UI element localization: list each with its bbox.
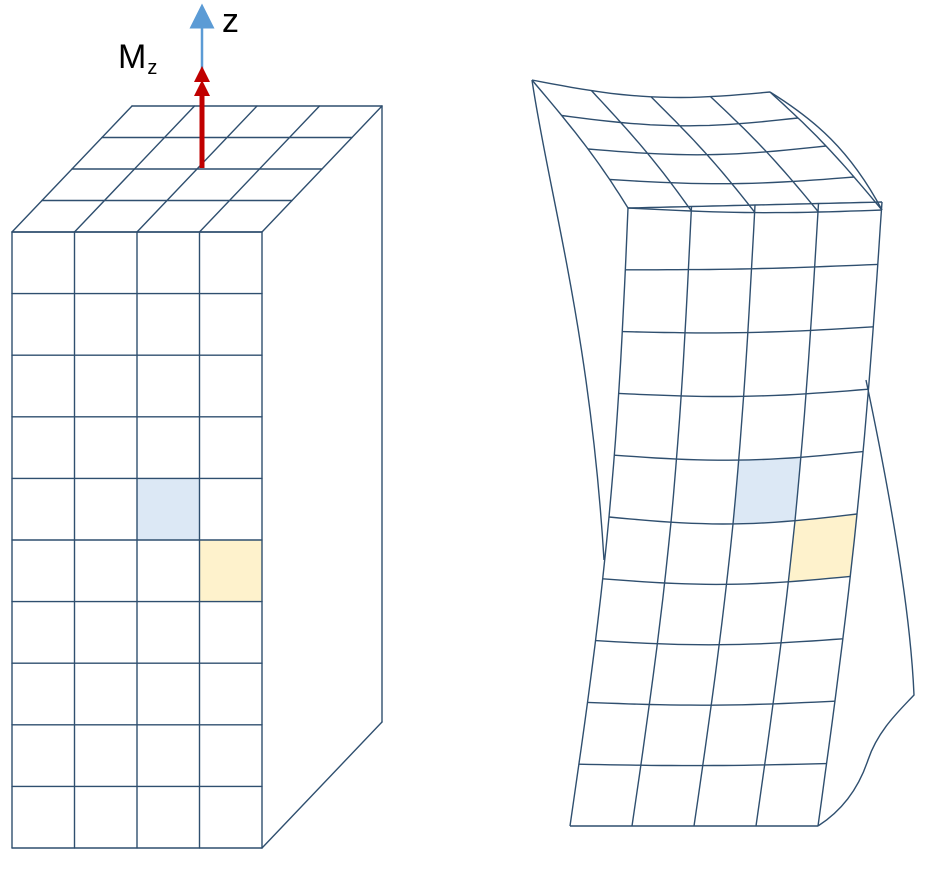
highlight-cell-blue bbox=[137, 478, 200, 540]
deformed-grid-line bbox=[632, 207, 692, 827]
deformed-grid-line bbox=[614, 452, 863, 461]
deformed-right-edge bbox=[818, 380, 914, 826]
deformed-grid-line bbox=[570, 208, 628, 826]
deformed-grid-line bbox=[818, 202, 882, 826]
front-face-grid bbox=[12, 232, 262, 848]
moment-label: Mz bbox=[118, 40, 157, 78]
side-face bbox=[262, 106, 382, 848]
deformed-top-grid-line bbox=[610, 177, 854, 184]
top-face-grid bbox=[12, 106, 382, 232]
deformed-block bbox=[532, 80, 914, 826]
deformed-side-face bbox=[532, 80, 914, 826]
deformed-grid-line bbox=[625, 264, 878, 269]
highlight-cell-yellow bbox=[199, 540, 262, 602]
deformed-back-edge bbox=[770, 92, 882, 210]
deformed-top-grid-line bbox=[562, 116, 798, 126]
moment-label-main: M bbox=[118, 38, 147, 76]
deformed-highlight-cell-yellow bbox=[788, 514, 857, 582]
deformed-top-grid-line bbox=[532, 80, 770, 98]
deformed-grid-line bbox=[579, 764, 827, 766]
deformed-grid-line bbox=[596, 639, 843, 645]
deformed-grid-line bbox=[622, 327, 873, 333]
deformed-top-grid-line bbox=[770, 92, 882, 210]
deformed-top-grid bbox=[532, 80, 882, 213]
deformed-grid-line bbox=[628, 202, 882, 208]
moment-label-subscript: z bbox=[147, 57, 158, 79]
moment-arrow bbox=[194, 66, 210, 168]
deformed-front-grid bbox=[570, 202, 882, 826]
deformed-grid-line bbox=[619, 389, 869, 396]
deformed-grid-line bbox=[609, 514, 857, 524]
side-edge bbox=[262, 722, 382, 848]
deformed-highlight-cell-blue bbox=[733, 457, 801, 524]
deformed-top-grid-line bbox=[588, 146, 826, 155]
deformed-left-edge bbox=[532, 80, 604, 560]
undeformed-block bbox=[12, 106, 382, 848]
deformed-grid-line bbox=[588, 701, 835, 705]
deformed-top-grid-line bbox=[532, 80, 628, 208]
z-axis-label: z bbox=[222, 2, 239, 40]
deformed-grid-line bbox=[603, 576, 851, 584]
deformed-top-grid-line bbox=[628, 208, 882, 213]
